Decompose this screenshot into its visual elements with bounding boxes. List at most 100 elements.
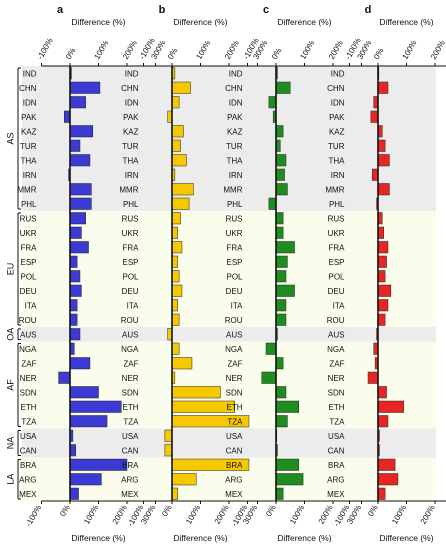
- category-label: FRA: [21, 243, 38, 252]
- x-tick-label: 0%: [372, 46, 386, 61]
- bar: [377, 386, 387, 399]
- category-label: RUS: [122, 214, 139, 223]
- category-label: TZA: [329, 417, 345, 426]
- category-label: BRA: [122, 461, 139, 470]
- category-label: ESP: [226, 258, 242, 267]
- x-tick-label: 100%: [82, 504, 100, 526]
- category-label: THA: [329, 156, 346, 165]
- category-label: PHL: [123, 200, 139, 209]
- category-label: NGA: [121, 345, 139, 354]
- bar: [69, 400, 122, 413]
- category-label: UKR: [122, 229, 139, 238]
- category-label: CAN: [20, 446, 37, 455]
- category-label: NER: [226, 374, 243, 383]
- category-label: KAZ: [329, 127, 345, 136]
- x-axis-title-top: Difference (%): [173, 17, 227, 27]
- category-label: ARG: [121, 475, 138, 484]
- x-tick-label: 200%: [327, 39, 345, 61]
- category-label: ZAF: [123, 359, 138, 368]
- panel-letter: b: [159, 4, 166, 16]
- category-label: TZA: [21, 417, 37, 426]
- x-tick-label: 100%: [400, 39, 418, 61]
- category-label: TUR: [328, 142, 345, 151]
- bar: [275, 284, 295, 297]
- bar: [372, 168, 379, 181]
- bar: [69, 487, 79, 500]
- category-label: TUR: [122, 142, 139, 151]
- bar: [171, 270, 180, 283]
- category-label: USA: [122, 432, 139, 441]
- category-label: PHL: [329, 200, 345, 209]
- category-label: ZAF: [21, 359, 36, 368]
- bar: [275, 400, 300, 413]
- category-label: BRA: [20, 461, 37, 470]
- bar: [171, 139, 181, 152]
- x-tick-label: 100%: [288, 504, 306, 526]
- category-label: MMR: [223, 185, 242, 194]
- bar: [275, 473, 304, 486]
- bar: [377, 299, 389, 312]
- x-tick-label: 100%: [390, 504, 408, 526]
- bar: [69, 255, 78, 268]
- panel-letter: c: [263, 4, 269, 16]
- bar: [171, 487, 178, 500]
- bar: [275, 154, 287, 167]
- bar: [261, 371, 277, 384]
- bar: [69, 328, 81, 341]
- category-label: IRN: [331, 171, 345, 180]
- bar: [377, 270, 386, 283]
- bar: [69, 96, 86, 109]
- category-label: ITA: [231, 301, 244, 310]
- category-label: ESP: [20, 258, 36, 267]
- category-label: BRA: [328, 461, 345, 470]
- bar: [275, 255, 288, 268]
- category-label: TUR: [226, 142, 243, 151]
- region-label: NA: [5, 437, 15, 450]
- bar: [275, 241, 295, 254]
- bar: [69, 357, 91, 370]
- category-label: FRA: [123, 243, 140, 252]
- bar: [377, 241, 389, 254]
- bar: [69, 154, 91, 167]
- region-label: OA: [5, 328, 15, 341]
- bar: [69, 386, 99, 399]
- category-label: NER: [122, 374, 139, 383]
- panel-letter: d: [365, 4, 372, 16]
- category-label: RUS: [20, 214, 37, 223]
- bar: [69, 226, 82, 239]
- category-label: MMR: [119, 185, 138, 194]
- region-band-oa: [22, 327, 436, 342]
- bar: [69, 313, 78, 326]
- bar: [69, 284, 82, 297]
- category-label: ARG: [327, 475, 344, 484]
- category-label: THA: [21, 156, 38, 165]
- x-tick-label: 200%: [121, 39, 139, 61]
- category-label: DEU: [328, 287, 345, 296]
- category-label: CHN: [327, 84, 345, 93]
- category-label: NGA: [327, 345, 345, 354]
- category-label: PHL: [21, 200, 37, 209]
- category-label: ESP: [122, 258, 138, 267]
- region-band-eu: [22, 211, 436, 327]
- category-label: ZAF: [227, 359, 242, 368]
- bar: [69, 270, 81, 283]
- category-label: CAN: [328, 446, 345, 455]
- category-label: MEX: [19, 490, 37, 499]
- panel-letter: a: [57, 4, 64, 16]
- category-label: POL: [226, 272, 243, 281]
- bar: [171, 386, 221, 399]
- category-label: NGA: [225, 345, 243, 354]
- x-axis-title-bottom: Difference (%): [173, 533, 227, 543]
- bar: [275, 81, 291, 94]
- bar: [171, 212, 181, 225]
- bar: [69, 473, 102, 486]
- bar: [171, 357, 193, 370]
- bar: [171, 183, 194, 196]
- bar: [275, 487, 284, 500]
- category-label: KAZ: [21, 127, 37, 136]
- category-label: RUS: [226, 214, 243, 223]
- category-label: PAK: [329, 113, 345, 122]
- x-tick-label: 0%: [366, 504, 380, 519]
- bar: [69, 299, 78, 312]
- bar: [164, 429, 173, 442]
